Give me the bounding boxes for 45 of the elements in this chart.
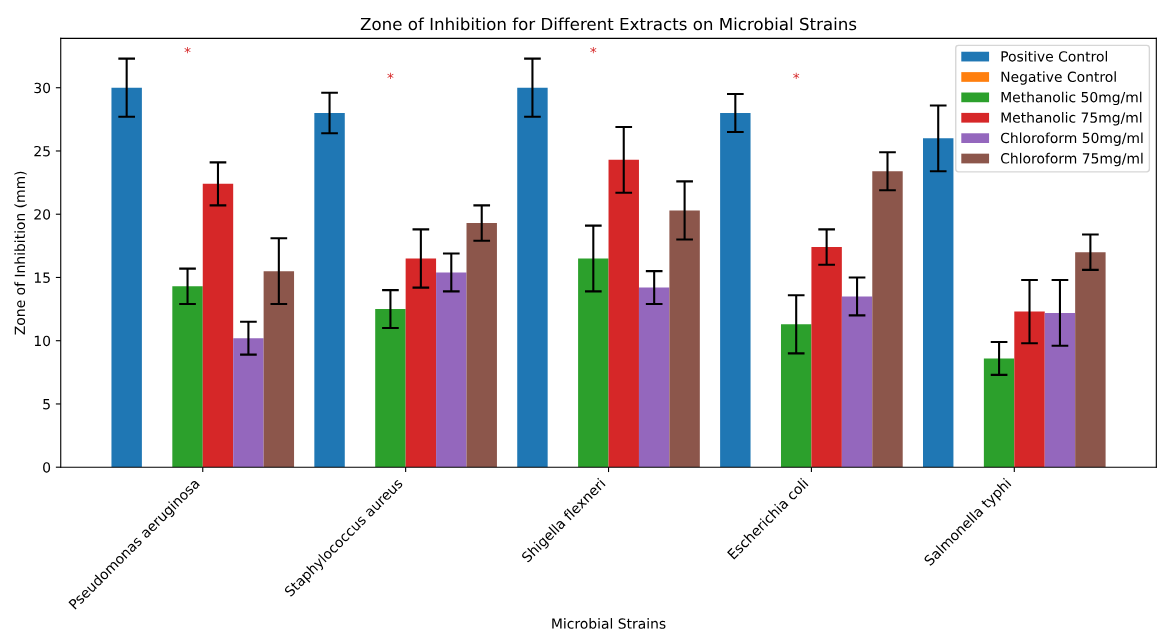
- legend-label: Negative Control: [1001, 71, 1116, 85]
- bar: [872, 171, 903, 468]
- x-axis-title: Microbial Strains: [552, 618, 666, 629]
- bar: [405, 258, 437, 468]
- legend-label: Chloroform 50mg/ml: [1000, 132, 1143, 146]
- bar: [608, 159, 639, 468]
- bar: [780, 324, 812, 468]
- bar: [720, 113, 751, 468]
- bar: [314, 113, 345, 468]
- annotation: *: [184, 46, 191, 54]
- legend-label: Methanolic 50mg/ml: [1001, 91, 1142, 106]
- bar: [111, 87, 142, 468]
- annotation: *: [387, 72, 394, 79]
- bar: [466, 223, 497, 468]
- bar: [841, 296, 873, 468]
- bar: [1044, 312, 1076, 468]
- annotation: *: [590, 46, 597, 54]
- bar: [436, 272, 467, 468]
- bar: [578, 258, 609, 468]
- bar: [233, 338, 264, 468]
- bar: [202, 183, 234, 468]
- bar: [669, 210, 700, 468]
- bar: [923, 138, 954, 468]
- annotation: *: [793, 72, 800, 79]
- y-tick-label: 5: [43, 399, 50, 410]
- bar: [811, 247, 842, 468]
- bar: [983, 358, 1015, 468]
- y-tick-label: 15: [34, 272, 50, 283]
- legend-label: Methanolic 75mg/ml: [1001, 112, 1142, 126]
- y-tick-label: 20: [34, 209, 51, 220]
- chart-title: Zone of Inhibition for Different Extracts on Microbial Strains: [360, 17, 857, 31]
- legend-label: Chloroform 75mg/ml: [1000, 152, 1143, 167]
- y-axis-title: Zone of Inhibition (mm): [14, 171, 27, 335]
- bar: [375, 309, 406, 468]
- y-tick-label: 25: [34, 145, 50, 157]
- bar: [638, 287, 670, 468]
- bar: [517, 87, 548, 468]
- bar: [172, 286, 203, 468]
- y-tick-label: 10: [34, 335, 51, 347]
- bar: [1014, 311, 1045, 468]
- legend-label: Positive Control: [1001, 50, 1108, 62]
- bar: [263, 271, 295, 468]
- y-tick-label: 0: [43, 462, 51, 473]
- bar: [1075, 252, 1106, 468]
- y-tick-label: 30: [34, 82, 51, 94]
